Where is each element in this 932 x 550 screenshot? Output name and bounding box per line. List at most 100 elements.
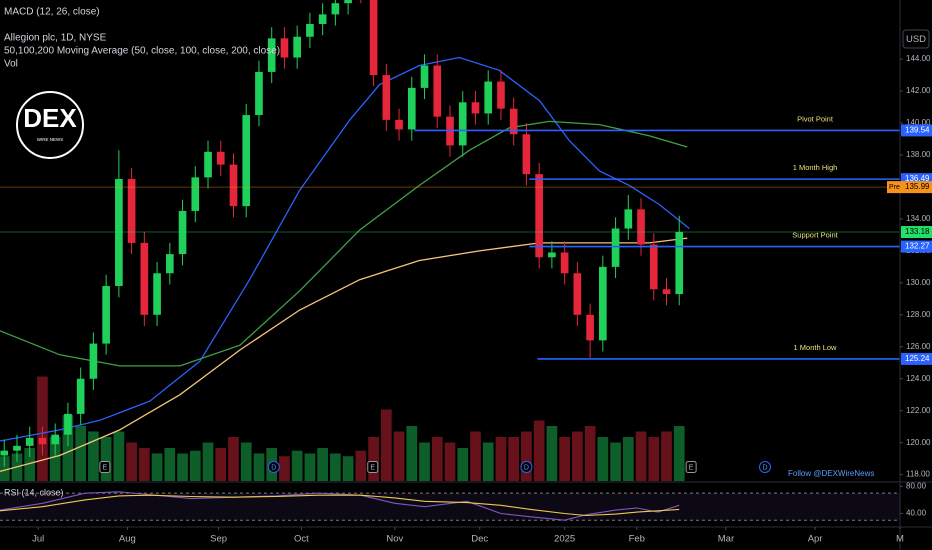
- volume-bar: [431, 437, 443, 481]
- candle-body: [331, 3, 340, 15]
- candle-body: [306, 23, 314, 37]
- candle-body: [127, 178, 136, 243]
- volume-label: Vol: [4, 59, 18, 70]
- candle-body: [89, 343, 98, 379]
- candle-body: [395, 119, 403, 130]
- rsi-y-tick-label: 80.00: [906, 481, 927, 490]
- volume-bar: [317, 448, 328, 481]
- candle-body: [165, 254, 174, 274]
- volume-bar: [49, 437, 61, 481]
- candle-body: [586, 314, 594, 341]
- candle-body: [344, 0, 352, 4]
- volume-bar: [546, 426, 558, 481]
- rsi-line: [0, 491, 680, 521]
- level-label: 1 Month Low: [794, 343, 838, 352]
- candle-body: [420, 65, 429, 88]
- candle-body: [267, 38, 276, 72]
- volume-bar: [88, 431, 99, 481]
- event-label: D: [524, 464, 529, 471]
- candle-body: [115, 178, 123, 287]
- candle-body: [560, 252, 569, 274]
- event-label: D: [271, 464, 276, 471]
- volume-bar: [368, 437, 379, 481]
- volume-bar: [635, 431, 647, 481]
- volume-bar: [457, 448, 469, 481]
- dividend-marker: [520, 461, 533, 473]
- logo-text: DEX: [23, 103, 77, 133]
- candle-body: [509, 108, 518, 135]
- volume-bar: [164, 448, 176, 481]
- volume-bar: [648, 437, 660, 481]
- rsi-pane: [0, 491, 900, 521]
- volume-bar: [113, 431, 125, 481]
- candle-body: [318, 14, 327, 24]
- candle-body: [522, 134, 531, 175]
- candle-body: [573, 273, 582, 315]
- volume-bar: [393, 431, 405, 481]
- volume-bar: [189, 450, 201, 481]
- volume-bar: [240, 442, 252, 481]
- candle-body: [649, 244, 658, 290]
- volume-bar: [597, 437, 609, 481]
- level-price: 136.49: [905, 174, 930, 183]
- pre-tag-box: [887, 181, 901, 194]
- volume-bar: [253, 453, 265, 481]
- level-label: Support Point: [792, 231, 838, 240]
- volume-bar: [572, 431, 583, 481]
- candle-body: [280, 38, 289, 58]
- pre-price: 135.99: [905, 182, 930, 191]
- y-tick-label: 122.00: [906, 406, 931, 415]
- x-tick-label: Aug: [119, 534, 136, 545]
- pre-price-box: [901, 181, 932, 194]
- event-label: E: [689, 464, 694, 471]
- candle-body: [38, 437, 47, 445]
- earnings-marker: [99, 461, 111, 473]
- volume-bar: [126, 442, 137, 481]
- candle-body: [548, 252, 556, 258]
- currency-box[interactable]: [902, 29, 930, 49]
- rsi-band-fill: [0, 493, 900, 521]
- volume-bar: [533, 420, 545, 481]
- candle-body: [407, 87, 416, 130]
- candle-body: [102, 286, 110, 344]
- volume-bar: [177, 453, 188, 481]
- volume-bar: [202, 442, 214, 481]
- candle-body: [0, 450, 9, 456]
- y-tick-label: 138.00: [906, 150, 931, 159]
- x-tick-label: Oct: [294, 534, 309, 545]
- level-price-box: [901, 124, 932, 137]
- y-tick-label: 144.00: [906, 54, 931, 63]
- candle-body: [662, 289, 671, 295]
- candle-body: [255, 71, 263, 116]
- moving-average: [0, 56, 690, 442]
- volume-bar: [470, 431, 481, 481]
- y-tick-label: 128.00: [906, 310, 931, 319]
- last-price-box: [901, 226, 932, 239]
- volume-bar: [342, 456, 354, 481]
- volume-bar: [100, 437, 112, 481]
- candle-body: [178, 210, 187, 255]
- candle-body: [433, 65, 442, 117]
- volume-bar: [673, 426, 685, 481]
- volume-bar: [610, 442, 621, 481]
- level-price: 139.54: [905, 126, 930, 135]
- volume-bar: [584, 426, 596, 481]
- level-label: Pivot Point: [797, 114, 834, 123]
- volume-bar: [215, 448, 227, 481]
- logo-sub: WIRE NEWS: [37, 137, 64, 142]
- y-tick-label: 120.00: [906, 438, 931, 447]
- follow-text: Follow @DEXWireNews: [788, 469, 874, 478]
- x-tick-label: Apr: [808, 534, 823, 545]
- level-price-box: [901, 240, 932, 253]
- event-label: E: [370, 464, 375, 471]
- candle-body: [51, 434, 60, 445]
- currency: USD: [906, 34, 926, 45]
- dividend-marker: [759, 461, 771, 473]
- volume-bar: [661, 431, 672, 481]
- candle-body: [64, 413, 72, 435]
- rsi-title: RSI (14, close): [4, 487, 64, 497]
- volume-bar: [406, 426, 418, 481]
- y-tick-label: 142.00: [906, 86, 931, 95]
- candle-body: [229, 164, 238, 207]
